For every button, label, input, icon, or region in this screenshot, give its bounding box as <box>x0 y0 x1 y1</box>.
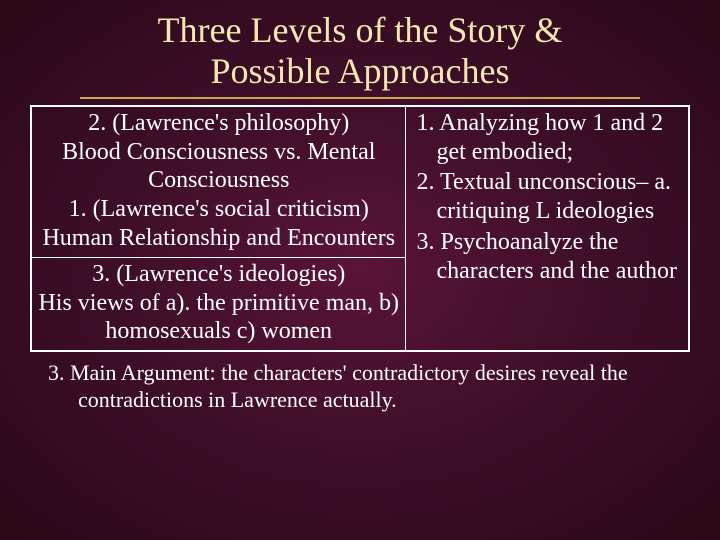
approach-item-1: 1. Analyzing how 1 and 2 get embodied; <box>416 109 682 167</box>
main-argument: 3. Main Argument: the characters' contra… <box>30 352 720 413</box>
cell-right: 1. Analyzing how 1 and 2 get embodied; 2… <box>406 106 689 350</box>
left-bottom-line2: His views of a). the primitive man, b) h… <box>38 289 399 347</box>
approaches-list: 1. Analyzing how 1 and 2 get embodied; 2… <box>412 109 682 286</box>
cell-left-bottom: 3. (Lawrence's ideologies) His views of … <box>32 257 406 350</box>
approach-item-2: 2. Textual unconscious– a. critiquing L … <box>416 168 682 226</box>
left-top-line2: Blood Consciousness vs. Mental Conscious… <box>38 138 399 196</box>
slide-title: Three Levels of the Story & Possible App… <box>80 0 640 99</box>
cell-left-top: 2. (Lawrence's philosophy) Blood Conscio… <box>32 106 406 257</box>
content-table: 2. (Lawrence's philosophy) Blood Conscio… <box>31 106 689 351</box>
left-top-line3: 1. (Lawrence's social criticism) <box>38 195 399 224</box>
content-table-wrap: 2. (Lawrence's philosophy) Blood Conscio… <box>30 105 690 352</box>
left-top-line4: Human Relationship and Encounters <box>38 224 399 253</box>
left-bottom-line1: 3. (Lawrence's ideologies) <box>38 260 399 289</box>
left-top-line1: 2. (Lawrence's philosophy) <box>38 109 399 138</box>
approach-item-3: 3. Psychoanalyze the characters and the … <box>416 228 682 286</box>
